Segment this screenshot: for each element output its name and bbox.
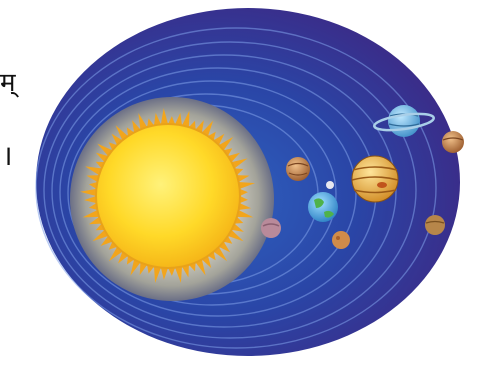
sun-flare (88, 216, 102, 225)
sun-flare (168, 116, 176, 125)
sun-flare (108, 246, 123, 262)
uranus-icon (442, 131, 464, 153)
sun-flare (231, 158, 248, 169)
sun-flare (95, 161, 105, 169)
cropped-text-fragment: म् (0, 68, 16, 98)
sun-flare (95, 223, 105, 231)
sun-flare (239, 196, 248, 204)
sun-flare (88, 203, 98, 210)
venus-icon (286, 157, 310, 181)
sun-flare (182, 110, 190, 128)
sun-flare (130, 259, 141, 276)
sun-flare (115, 125, 128, 141)
sun-flare (238, 182, 255, 189)
sun-flare (208, 131, 216, 141)
sun-flare (138, 113, 148, 130)
sun-flare (227, 229, 244, 242)
earth-icon (308, 192, 338, 222)
sun-flare (126, 255, 135, 265)
sun-flare (126, 127, 135, 137)
sun-flare (97, 143, 113, 156)
jupiter-icon (351, 155, 399, 203)
sun-flare (108, 142, 118, 151)
saturn-icon (373, 105, 435, 137)
sun-flare (160, 267, 168, 280)
sun-flare (84, 196, 97, 204)
orbit-ring (35, 27, 437, 349)
sun-flare (182, 264, 189, 278)
neptune-icon (425, 215, 445, 235)
sun-flare (208, 251, 216, 261)
sun-flare (88, 182, 98, 189)
sun-flare (86, 175, 100, 182)
sun-flare (85, 166, 102, 176)
sun-flare (80, 188, 97, 196)
sun-flare (154, 112, 161, 126)
sun-flare (213, 246, 228, 262)
sun-icon (95, 123, 241, 269)
sun-flare (195, 259, 206, 276)
sun-flare (223, 148, 233, 156)
sun-flare (218, 136, 234, 151)
sun-flare (168, 267, 176, 276)
sun-flare (175, 112, 182, 126)
moon-icon (326, 181, 334, 189)
sun-flare (92, 229, 109, 242)
sun-flare (154, 266, 161, 283)
mars-icon (332, 231, 350, 249)
sun-flare (139, 262, 148, 276)
sun-flare (108, 241, 118, 250)
sun-flare (201, 120, 214, 137)
sun-flare (238, 203, 252, 210)
sun-flare (160, 108, 168, 125)
sun-flare (223, 236, 233, 244)
orbit-ring (67, 80, 357, 306)
cropped-text-fragment: । (2, 139, 13, 172)
sun-flare (175, 266, 182, 283)
sun-flare (82, 210, 100, 218)
mercury-icon (261, 218, 281, 238)
sun-flare (236, 210, 254, 218)
orbit-ring (51, 54, 397, 328)
orbit-ring (43, 41, 417, 339)
sun-flare (236, 175, 250, 182)
sun-flare (239, 188, 248, 196)
